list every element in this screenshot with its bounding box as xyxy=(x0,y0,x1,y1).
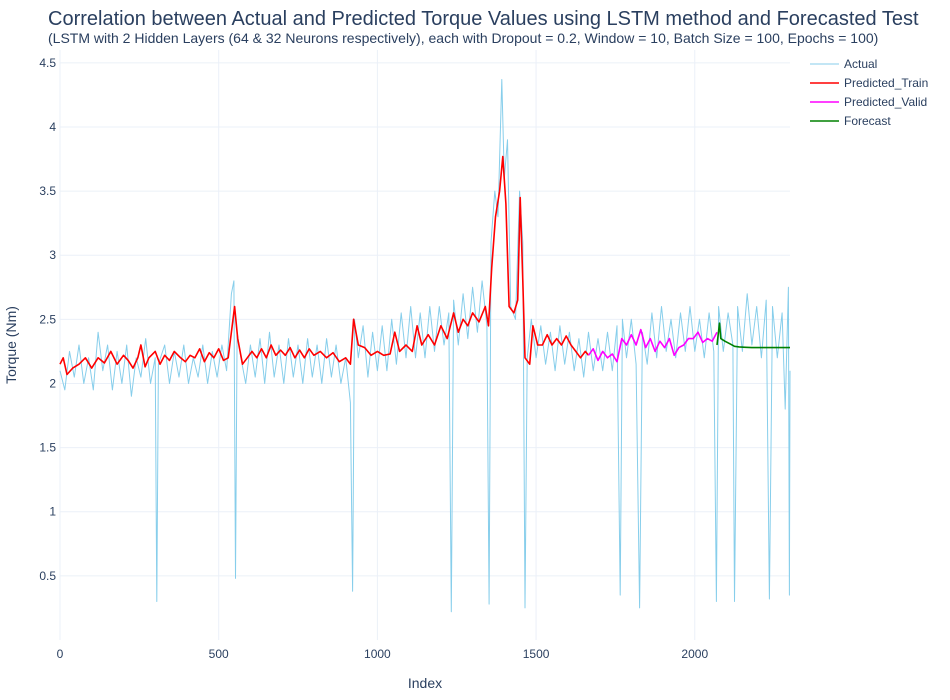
grid xyxy=(59,50,790,640)
axis-ticks: 0.5 1 1.5 2 2.5 3 3.5 4 4.5 0 500 1000 1500 2000 xyxy=(39,56,708,661)
legend-item-forecast: Forecast xyxy=(844,114,891,128)
legend-item-predicted-valid: Predicted_Valid xyxy=(844,95,927,109)
plot-area xyxy=(59,79,791,613)
y-tick-label: 0.5 xyxy=(39,569,56,583)
x-tick-label: 2000 xyxy=(681,647,708,661)
series-line-predicted-valid xyxy=(587,328,718,363)
chart-subtitle: (LSTM with 2 Hidden Layers (64 & 32 Neur… xyxy=(48,30,878,46)
y-tick-label: 1.5 xyxy=(39,441,56,455)
x-tick-label: 500 xyxy=(209,647,229,661)
y-tick-label: 3 xyxy=(49,248,56,262)
x-tick-label: 1000 xyxy=(364,647,391,661)
y-tick-label: 4 xyxy=(49,120,56,134)
x-tick-label: 1500 xyxy=(523,647,550,661)
series-line-predicted-train xyxy=(59,155,590,376)
y-tick-label: 2.5 xyxy=(39,312,56,326)
chart-title: Correlation between Actual and Predicted… xyxy=(48,8,919,30)
series-line-forecast xyxy=(716,322,790,349)
x-axis-title: Index xyxy=(408,675,442,691)
y-tick-label: 4.5 xyxy=(39,56,56,70)
series-line-actual xyxy=(59,79,791,613)
y-tick-label: 3.5 xyxy=(39,184,56,198)
y-axis-title: Torque (Nm) xyxy=(3,306,19,384)
x-tick-label: 0 xyxy=(57,647,64,661)
legend-item-predicted-train: Predicted_Train xyxy=(844,76,928,90)
legend: Actual Predicted_Train Predicted_Valid Fore… xyxy=(810,57,928,128)
legend-item-actual: Actual xyxy=(844,57,877,71)
y-tick-label: 1 xyxy=(49,505,56,519)
y-tick-label: 2 xyxy=(49,376,56,390)
